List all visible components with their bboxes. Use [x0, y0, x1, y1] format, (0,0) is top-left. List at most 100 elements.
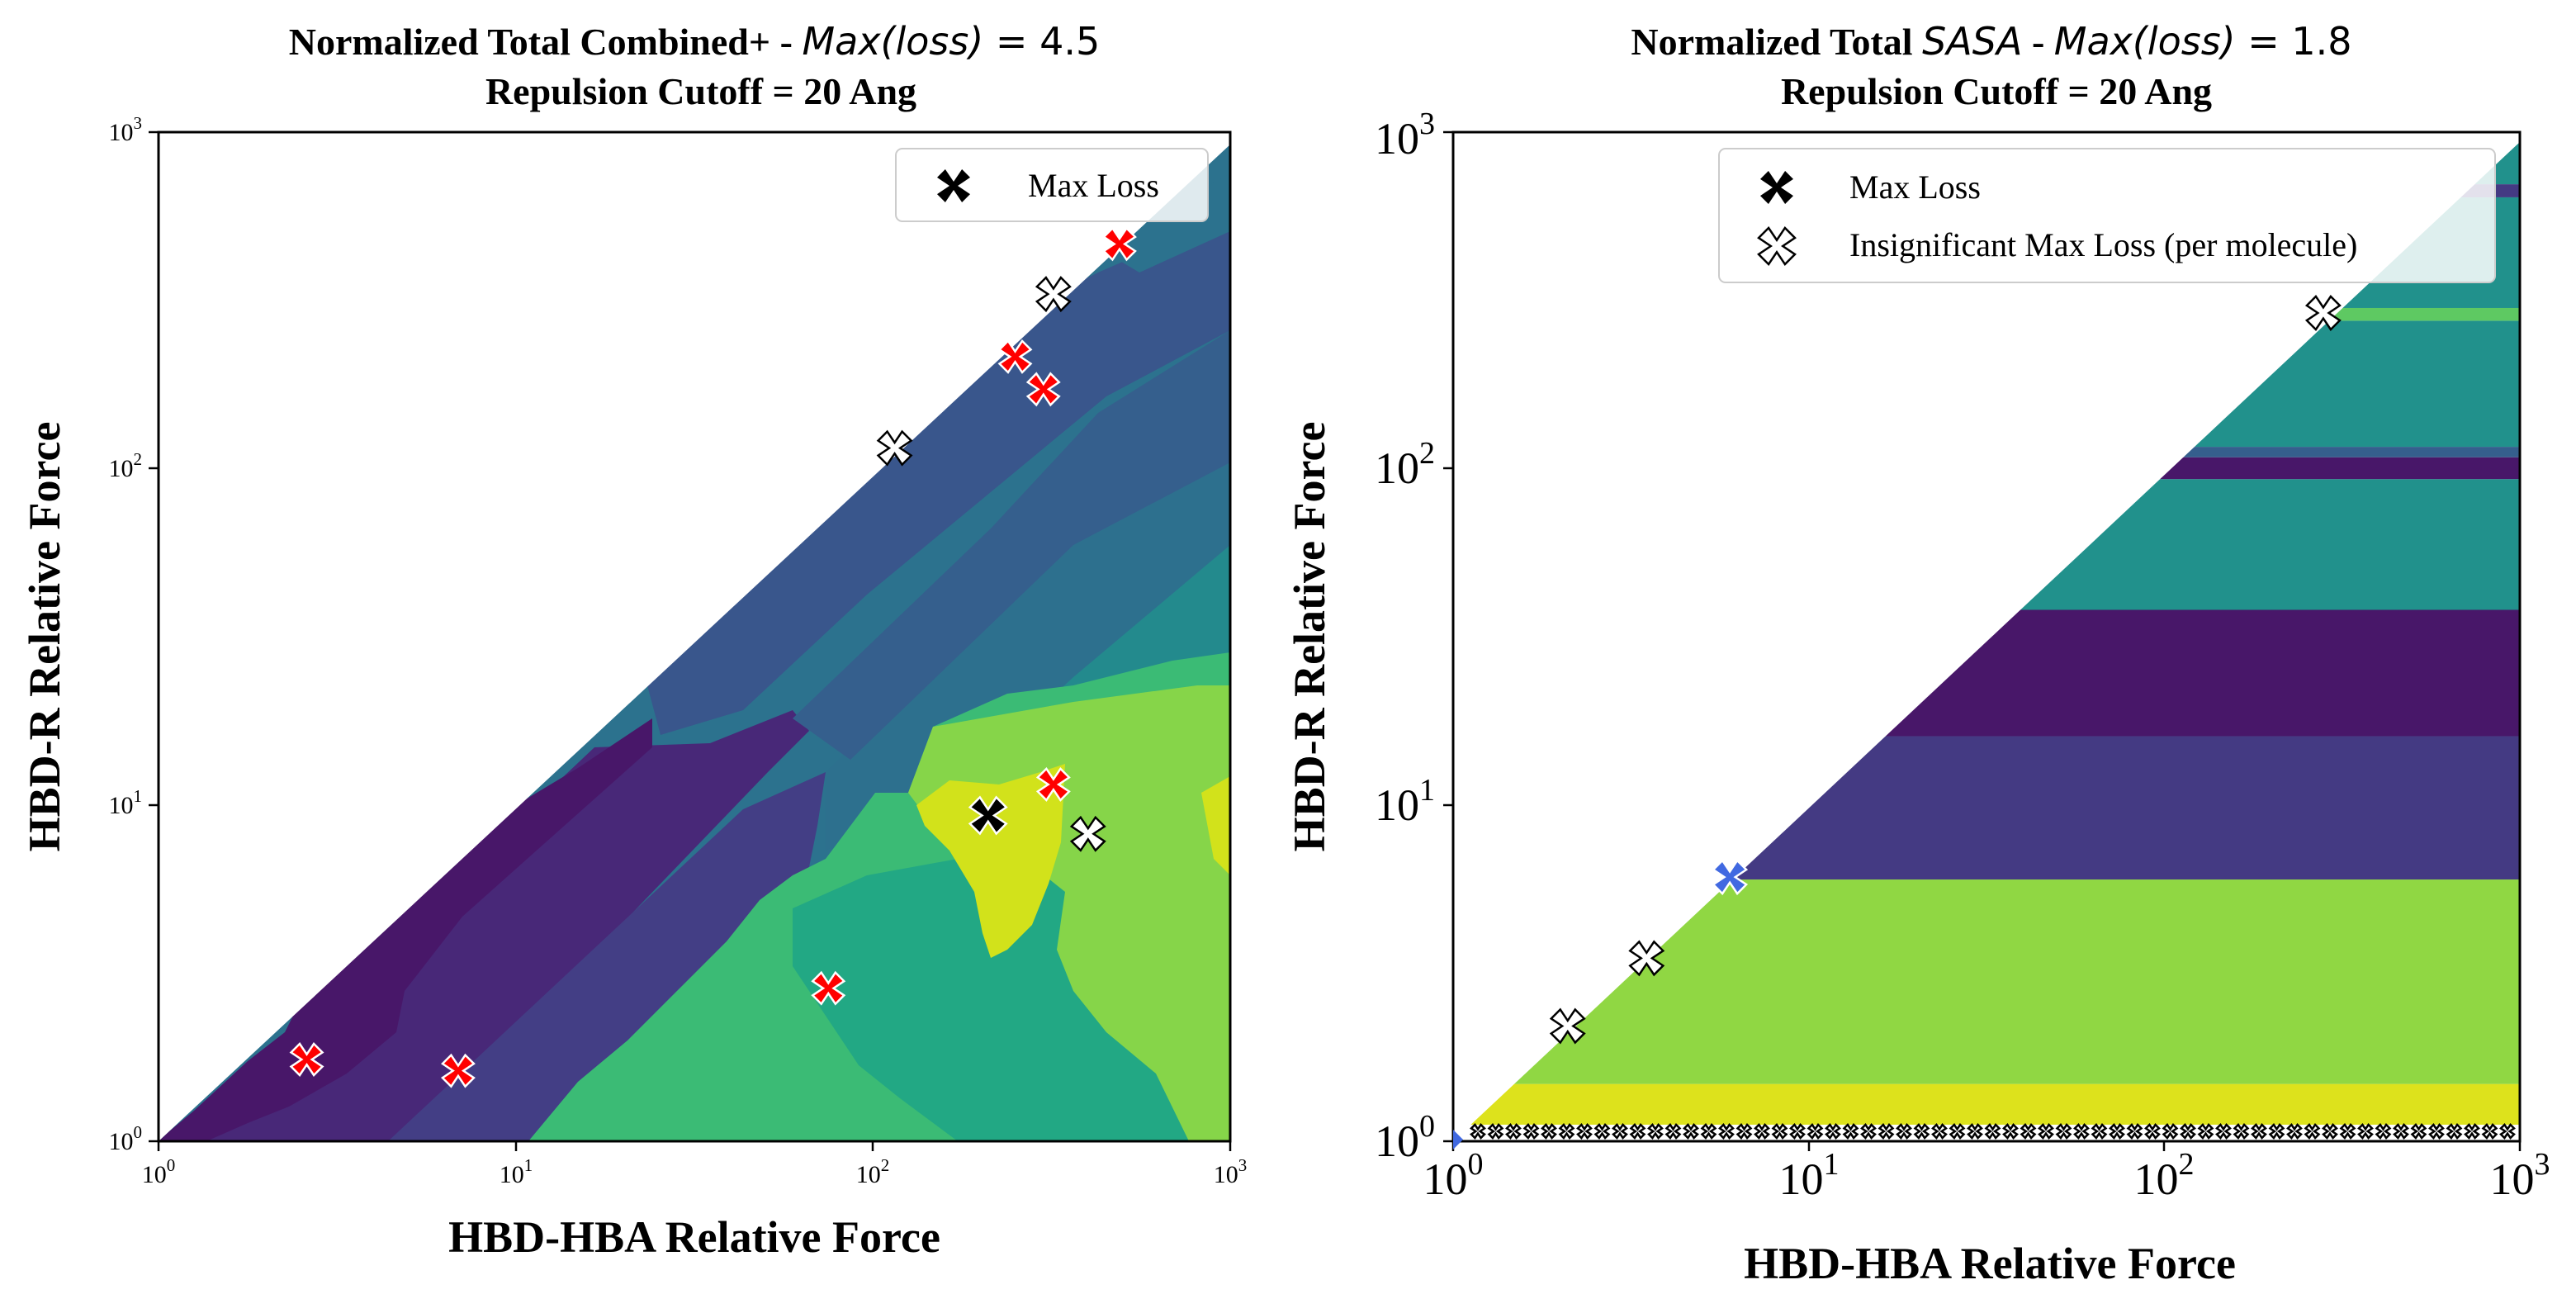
right-xtick-3: 103: [2490, 1147, 2550, 1204]
right-chart-title: Normalized Total SASA - Max(loss) = 1.8: [1631, 19, 2351, 64]
left-red-marker-5: [1025, 372, 1061, 407]
right-bottom-marker-9: [1629, 1123, 1646, 1140]
right-bottom-marker-55: [2446, 1123, 2463, 1140]
right-heatmap: [1453, 132, 2520, 1141]
right-xlabel: HBD-HBA Relative Force: [1744, 1239, 2236, 1288]
left-heatmap: [159, 132, 1230, 1141]
left-red-marker-3: [1035, 766, 1071, 802]
right-bottom-marker-7: [1593, 1123, 1611, 1140]
left-xlabel: HBD-HBA Relative Force: [448, 1212, 940, 1262]
right-bottom-marker-row: [1470, 1123, 2516, 1140]
right-chart-subtitle: Repulsion Cutoff = 20 Ang: [1781, 70, 2212, 112]
left-xtick-2: 102: [856, 1155, 890, 1188]
right-bottom-marker-30: [2002, 1123, 2019, 1140]
right-bottom-marker-53: [2410, 1123, 2427, 1140]
left-xtick-0: 100: [142, 1155, 176, 1188]
right-bottom-marker-26: [1931, 1123, 1948, 1140]
right-bottom-marker-29: [1984, 1123, 2001, 1140]
left-legend-max-loss-marker: [934, 166, 973, 206]
left-ytick-0: 100: [109, 1122, 143, 1155]
left-white-marker-1: [1035, 276, 1072, 313]
right-bottom-marker-24: [1896, 1123, 1912, 1140]
left-legend: Max Loss: [895, 148, 1209, 222]
right-bottom-marker-0: [1470, 1123, 1486, 1140]
right-xtick-0: 100: [1423, 1147, 1484, 1204]
right-bottom-marker-31: [2020, 1123, 2037, 1140]
right-bottom-marker-18: [1789, 1123, 1806, 1140]
right-bottom-marker-46: [2286, 1123, 2303, 1140]
right-bottom-marker-5: [1558, 1123, 1575, 1140]
right-ytick-1: 101: [1375, 773, 1435, 830]
right-bottom-marker-38: [2144, 1123, 2161, 1140]
left-ytick-1: 101: [109, 786, 143, 819]
left-legend-label-max-loss: Max Loss: [1028, 167, 1159, 204]
right-ytick-3: 103: [1375, 107, 1435, 164]
right-bottom-marker-48: [2322, 1123, 2338, 1140]
right-bottom-marker-23: [1878, 1123, 1895, 1140]
right-bottom-marker-37: [2126, 1123, 2143, 1140]
right-xtick-2: 102: [2134, 1147, 2195, 1204]
left-legend-marker-x: [934, 166, 973, 206]
right-blue-marker-0: [1712, 859, 1749, 896]
right-white-marker-1: [1628, 940, 1665, 977]
right-white-marker-2: [2304, 295, 2342, 331]
right-band-1: [1453, 1083, 2520, 1125]
right-bottom-marker-49: [2339, 1123, 2356, 1140]
right-bottom-marker-44: [2251, 1123, 2267, 1140]
left-chart-subtitle: Repulsion Cutoff = 20 Ang: [485, 70, 916, 112]
right-bottom-marker-11: [1664, 1123, 1682, 1140]
right-bottom-marker-21: [1842, 1123, 1859, 1140]
left-ytick-3: 103: [109, 113, 143, 146]
right-bottom-marker-4: [1541, 1123, 1557, 1140]
right-bottom-marker-32: [2038, 1123, 2054, 1140]
left-region-darkest: [159, 718, 652, 1141]
right-bottom-marker-8: [1612, 1123, 1628, 1140]
right-bottom-marker-41: [2197, 1123, 2214, 1140]
right-bottom-marker-58: [2499, 1123, 2516, 1140]
right-bottom-marker-12: [1683, 1123, 1699, 1140]
right-bottom-marker-57: [2481, 1123, 2498, 1140]
right-bottom-marker-50: [2357, 1123, 2374, 1140]
left-red-marker-1: [440, 1053, 476, 1088]
right-bottom-marker-45: [2268, 1123, 2285, 1140]
right-bottom-marker-20: [1825, 1123, 1841, 1140]
right-bottom-marker-6: [1576, 1123, 1593, 1140]
left-ytick-2: 102: [109, 449, 143, 482]
left-red-marker-0: [289, 1042, 324, 1077]
right-legend-marker-max-loss: [1757, 168, 1797, 207]
left-red-marker-2: [811, 970, 846, 1006]
right-bottom-marker-27: [1949, 1123, 1966, 1140]
right-bottom-marker-17: [1771, 1123, 1788, 1140]
left-chart: Normalized Total Combined+ - Max(loss) =…: [20, 19, 1247, 1262]
right-legend-markers: [1757, 168, 1797, 266]
left-region-yellow: [916, 764, 1065, 958]
right-bottom-marker-51: [2375, 1123, 2392, 1140]
right-bottom-marker-52: [2393, 1123, 2409, 1140]
right-bottom-marker-39: [2162, 1123, 2179, 1140]
right-bottom-marker-36: [2109, 1123, 2125, 1140]
left-xtick-3: 103: [1214, 1155, 1248, 1188]
left-ylabel: HBD-R Relative Force: [20, 422, 69, 852]
left-red-marker-6: [1102, 226, 1137, 262]
right-bottom-marker-47: [2304, 1123, 2321, 1140]
right-bottom-marker-3: [1522, 1123, 1540, 1140]
right-chart: Normalized Total SASA - Max(loss) = 1.8 …: [1285, 19, 2550, 1288]
right-bottom-marker-43: [2233, 1123, 2250, 1140]
left-max-loss-marker: [968, 795, 1008, 836]
right-axes-frame: [1451, 130, 2522, 1143]
right-xtick-1: 101: [1779, 1147, 1840, 1204]
right-ticks: [1443, 130, 2522, 1151]
right-bottom-marker-25: [1913, 1123, 1930, 1140]
left-axes-frame: [157, 130, 1232, 1143]
left-region-indigo: [388, 772, 826, 1141]
right-bottom-marker-33: [2055, 1123, 2072, 1140]
right-bottom-marker-16: [1754, 1123, 1770, 1140]
right-bottom-marker-54: [2428, 1123, 2445, 1140]
right-bottom-marker-2: [1505, 1123, 1522, 1140]
right-legend: Max Loss Insignificant Max Loss (per mol…: [1718, 148, 2496, 283]
right-bottom-marker-34: [2073, 1123, 2090, 1140]
right-legend-marker-insignificant: [1757, 226, 1797, 266]
right-origin-blue-marker: [1453, 1130, 1463, 1149]
right-bottom-marker-19: [1807, 1123, 1824, 1140]
